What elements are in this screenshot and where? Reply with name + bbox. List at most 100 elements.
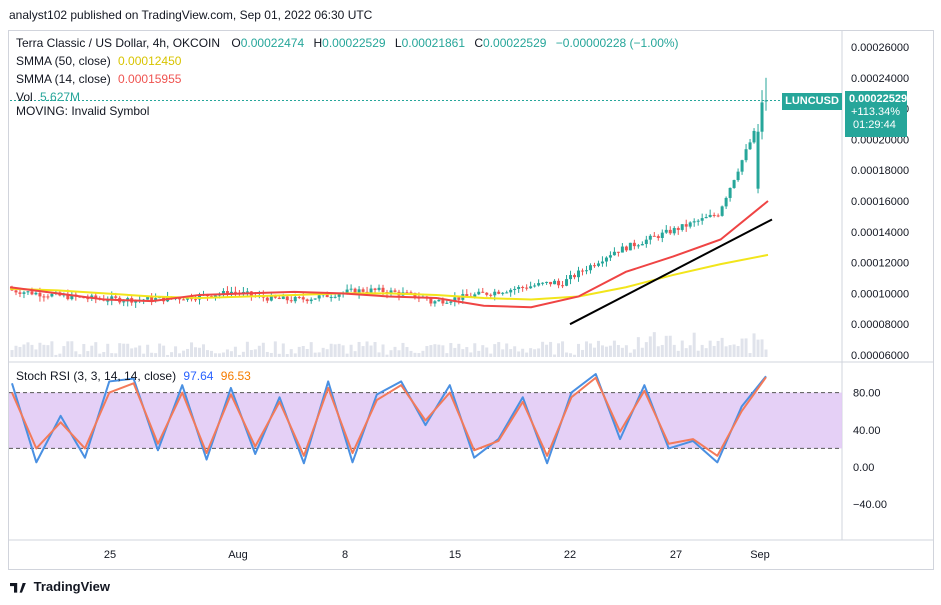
- volume-bar: [321, 347, 325, 357]
- volume-bar: [748, 353, 752, 357]
- volume-bar: [672, 344, 676, 357]
- volume-bar: [553, 354, 557, 357]
- volume-bar: [249, 350, 253, 357]
- volume-bar: [377, 352, 381, 357]
- volume-bar: [329, 343, 333, 357]
- candle-body: [608, 255, 612, 258]
- volume-bar: [233, 346, 237, 357]
- volume-bar: [648, 336, 652, 357]
- candle-body: [668, 229, 672, 234]
- vol-label: Vol: [16, 90, 33, 104]
- candle-body: [541, 282, 545, 284]
- candle-body: [269, 295, 273, 301]
- candle-body: [465, 294, 469, 297]
- candle-body: [656, 236, 660, 238]
- candle-body: [441, 300, 445, 304]
- sma50-value: 0.00012450: [118, 54, 182, 68]
- volume-bar: [209, 350, 213, 357]
- volume-bar: [692, 332, 696, 357]
- volume-bar: [114, 353, 118, 357]
- volume-bar: [704, 348, 708, 357]
- candle-body: [50, 293, 54, 297]
- volume-bar: [221, 352, 225, 357]
- volume-bar: [449, 343, 453, 357]
- candle-body: [620, 246, 624, 253]
- volume-bar: [481, 345, 485, 357]
- candle-body: [473, 294, 477, 298]
- candle-body: [86, 298, 90, 300]
- volume-bar: [565, 352, 569, 357]
- stoch-k-value: 97.64: [183, 369, 214, 383]
- candle-body: [225, 291, 229, 294]
- candle-body: [94, 295, 98, 299]
- candle-body: [612, 251, 616, 256]
- volume-bar: [409, 350, 413, 357]
- time-tick-label: 27: [670, 549, 682, 561]
- volume-bar: [74, 351, 78, 357]
- candle-body: [640, 244, 644, 246]
- volume-bar: [50, 341, 54, 357]
- volume-bar: [724, 346, 728, 357]
- volume-bar: [205, 350, 209, 357]
- candle-body: [684, 224, 688, 227]
- volume-bar: [70, 341, 74, 357]
- tradingview-logo[interactable]: TradingView: [10, 579, 110, 594]
- volume-bar: [253, 349, 257, 357]
- time-tick-label: 25: [104, 549, 116, 561]
- candle-body: [509, 289, 513, 293]
- volume-bar: [525, 352, 529, 357]
- volume-bar: [14, 345, 18, 357]
- volume-bar: [38, 342, 42, 357]
- volume-bar: [529, 348, 533, 357]
- candle-body: [660, 232, 664, 238]
- volume-bar: [437, 344, 441, 357]
- volume-bar: [441, 345, 445, 357]
- volume-bar: [102, 352, 106, 357]
- candle-body: [700, 218, 704, 221]
- volume-bar: [150, 352, 154, 357]
- price-tick-label: 0.00026000: [851, 42, 909, 54]
- volume-bar: [640, 347, 644, 357]
- volume-bar: [42, 344, 46, 357]
- volume-bar: [10, 350, 14, 357]
- volume-bar: [573, 354, 577, 357]
- candle-body: [477, 291, 481, 295]
- candle-body: [445, 302, 449, 304]
- candle-body: [517, 286, 521, 289]
- candle-body: [604, 257, 608, 262]
- volume-bar: [708, 340, 712, 357]
- candle-body: [301, 297, 305, 300]
- volume-bar: [620, 347, 624, 357]
- candle-body: [146, 296, 150, 300]
- time-tick-label: 8: [342, 549, 348, 561]
- candle-body: [513, 288, 517, 290]
- volume-bar: [608, 345, 612, 357]
- volume-bar: [545, 344, 549, 357]
- volume-bar: [744, 338, 748, 357]
- candle-body: [281, 296, 285, 299]
- volume-bar: [269, 352, 273, 357]
- volume-bar: [337, 343, 341, 357]
- candle-body: [429, 298, 433, 304]
- candle-body: [245, 291, 249, 293]
- price-tick-label: 0.00006000: [851, 350, 909, 362]
- volume-bar: [345, 353, 349, 357]
- volume-bar: [469, 352, 473, 357]
- candle-body: [505, 292, 509, 294]
- candle-body: [632, 242, 636, 247]
- volume-bar: [561, 341, 565, 357]
- volume-bar: [624, 345, 628, 357]
- price-tick-label: 0.00018000: [851, 165, 909, 177]
- volume-bar: [26, 342, 30, 357]
- price-tag-countdown: 01:29:44: [853, 119, 896, 131]
- time-tick-label: 15: [449, 549, 461, 561]
- stoch-tick-label: 40.00: [853, 425, 881, 437]
- volume-bar: [557, 343, 561, 357]
- volume-bar: [317, 352, 321, 357]
- c-label: C: [474, 36, 484, 50]
- time-tick-label: 22: [564, 549, 576, 561]
- candle-body: [584, 270, 588, 272]
- candle-body: [720, 206, 724, 216]
- candle-body: [110, 296, 114, 301]
